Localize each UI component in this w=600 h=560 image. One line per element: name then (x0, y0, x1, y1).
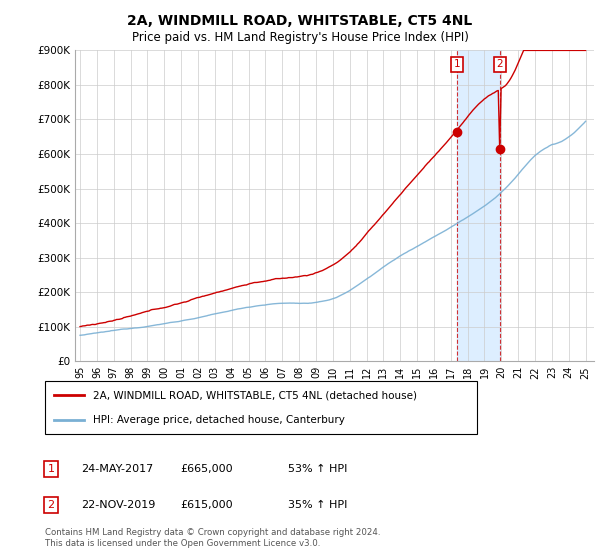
Text: HPI: Average price, detached house, Canterbury: HPI: Average price, detached house, Cant… (92, 414, 344, 424)
Text: 22-NOV-2019: 22-NOV-2019 (81, 500, 155, 510)
Text: £665,000: £665,000 (180, 464, 233, 474)
FancyBboxPatch shape (45, 381, 477, 434)
Text: £615,000: £615,000 (180, 500, 233, 510)
Text: 24-MAY-2017: 24-MAY-2017 (81, 464, 153, 474)
Text: 1: 1 (454, 59, 461, 69)
Text: Contains HM Land Registry data © Crown copyright and database right 2024.
This d: Contains HM Land Registry data © Crown c… (45, 528, 380, 548)
Text: 2A, WINDMILL ROAD, WHITSTABLE, CT5 4NL: 2A, WINDMILL ROAD, WHITSTABLE, CT5 4NL (127, 14, 473, 28)
Text: 2: 2 (47, 500, 55, 510)
Text: 2A, WINDMILL ROAD, WHITSTABLE, CT5 4NL (detached house): 2A, WINDMILL ROAD, WHITSTABLE, CT5 4NL (… (92, 390, 416, 400)
Text: 53% ↑ HPI: 53% ↑ HPI (288, 464, 347, 474)
Text: Price paid vs. HM Land Registry's House Price Index (HPI): Price paid vs. HM Land Registry's House … (131, 31, 469, 44)
Text: 35% ↑ HPI: 35% ↑ HPI (288, 500, 347, 510)
Text: 1: 1 (47, 464, 55, 474)
Text: 2: 2 (496, 59, 503, 69)
Bar (457, 50, 500, 361)
